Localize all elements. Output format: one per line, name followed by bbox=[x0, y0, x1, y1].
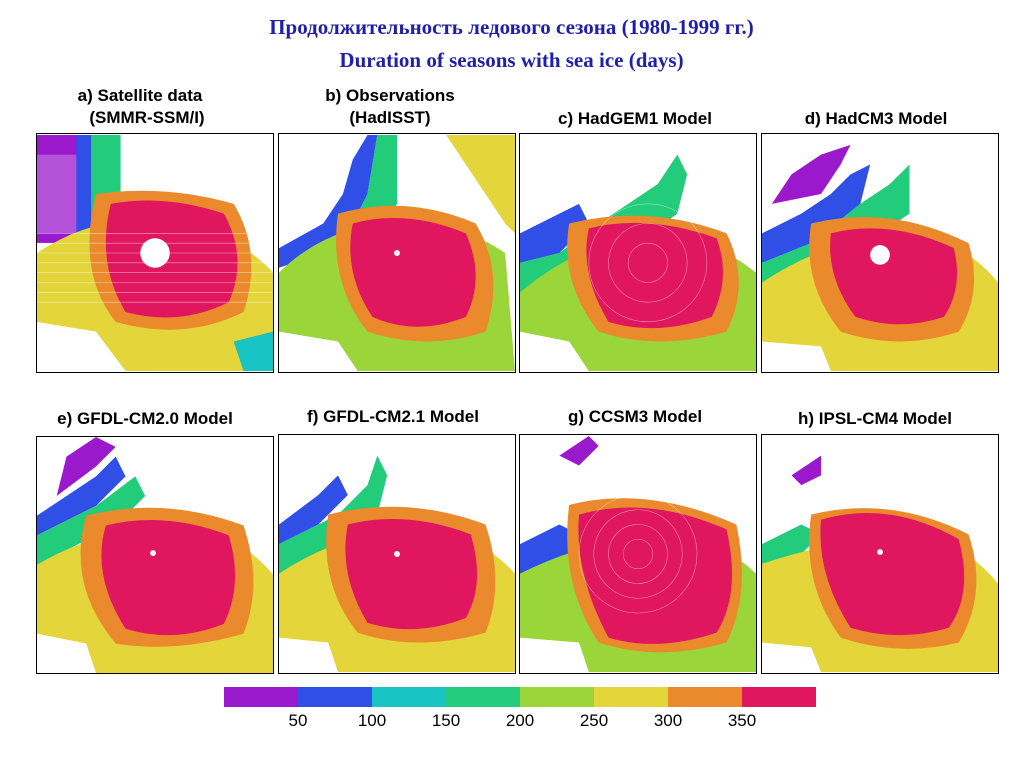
legend-swatch-5 bbox=[594, 687, 668, 707]
legend-swatch-1 bbox=[298, 687, 372, 707]
ice-map-a bbox=[37, 135, 273, 371]
ice-map-b bbox=[279, 135, 515, 371]
panel-a-map bbox=[36, 133, 274, 373]
panel-e-map bbox=[36, 436, 274, 674]
panel-h-label: h) IPSL-CM4 Model bbox=[798, 409, 952, 428]
legend-swatch-6 bbox=[668, 687, 742, 707]
panel-a-label: a) Satellite data (SMMR-SSM/I) bbox=[77, 86, 205, 127]
panel-c-label: c) HadGEM1 Model bbox=[558, 109, 712, 128]
legend-swatch-7 bbox=[742, 687, 816, 707]
legend-tick-300: 300 bbox=[653, 711, 683, 730]
title-english: Duration of seasons with sea ice (days) bbox=[339, 48, 684, 72]
legend-tick-50: 50 bbox=[288, 711, 308, 730]
panel-f-label: f) GFDL-CM2.1 Model bbox=[307, 407, 479, 426]
legend-swatch-2 bbox=[372, 687, 446, 707]
panel-g-map bbox=[519, 434, 757, 674]
ice-map-h bbox=[762, 436, 998, 672]
legend-tick-100: 100 bbox=[357, 711, 387, 730]
ice-map-c bbox=[520, 135, 756, 371]
ice-map-g bbox=[520, 436, 756, 672]
legend-tick-250: 250 bbox=[579, 711, 609, 730]
panel-b-label: b) Observations (HadISST) bbox=[325, 86, 455, 127]
legend-swatch-4 bbox=[520, 687, 594, 707]
legend-tick-350: 350 bbox=[727, 711, 757, 730]
panel-b-map bbox=[278, 133, 516, 373]
panel-d-map bbox=[761, 133, 999, 373]
title-russian: Продолжительность ледового сезона (1980-… bbox=[269, 15, 754, 39]
panel-g-label: g) CCSM3 Model bbox=[567, 407, 703, 426]
ice-map-e bbox=[37, 437, 273, 673]
legend-swatch-0 bbox=[224, 687, 298, 707]
legend-tick-150: 150 bbox=[431, 711, 461, 730]
panel-f-map bbox=[278, 434, 516, 674]
legend-swatch-3 bbox=[446, 687, 520, 707]
legend-tick-200: 200 bbox=[505, 711, 535, 730]
ice-map-f bbox=[279, 436, 515, 672]
panel-d-label: d) HadCM3 Model bbox=[804, 109, 948, 128]
panel-e-label: e) GFDL-CM2.0 Model bbox=[57, 409, 233, 428]
panel-h-map bbox=[761, 434, 999, 674]
panel-c-map bbox=[519, 133, 757, 373]
ice-map-d bbox=[762, 135, 998, 371]
